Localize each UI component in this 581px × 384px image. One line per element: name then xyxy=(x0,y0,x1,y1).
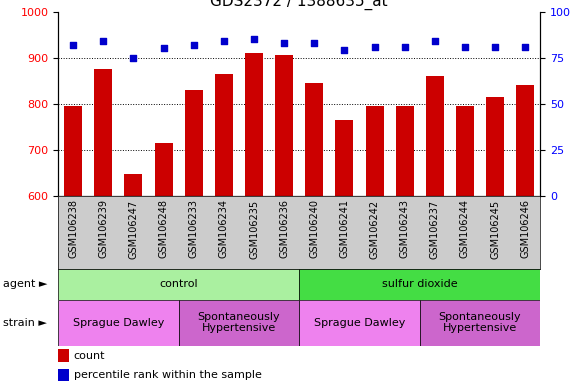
Text: GSM106238: GSM106238 xyxy=(68,200,78,258)
Text: GSM106240: GSM106240 xyxy=(309,200,320,258)
Bar xyxy=(94,69,112,384)
Bar xyxy=(124,174,142,384)
Point xyxy=(219,38,228,44)
Point xyxy=(340,47,349,53)
Point xyxy=(129,55,138,61)
Point xyxy=(310,40,319,46)
Text: Sprague Dawley: Sprague Dawley xyxy=(73,318,164,328)
Text: count: count xyxy=(74,351,105,361)
Text: GSM106234: GSM106234 xyxy=(219,200,229,258)
Point xyxy=(279,40,289,46)
Text: Spontaneously
Hypertensive: Spontaneously Hypertensive xyxy=(198,312,280,333)
Point xyxy=(460,43,469,50)
Bar xyxy=(299,269,540,300)
Point xyxy=(490,43,500,50)
Text: strain ►: strain ► xyxy=(3,318,47,328)
Text: GSM106248: GSM106248 xyxy=(159,200,168,258)
Bar xyxy=(58,349,69,362)
Point xyxy=(69,41,78,48)
Bar xyxy=(245,53,263,384)
Text: percentile rank within the sample: percentile rank within the sample xyxy=(74,370,261,380)
Text: GSM106237: GSM106237 xyxy=(430,200,440,258)
Bar xyxy=(516,85,535,384)
Text: GSM106233: GSM106233 xyxy=(189,200,199,258)
Text: GSM106239: GSM106239 xyxy=(98,200,108,258)
Point xyxy=(521,43,530,50)
Bar xyxy=(215,74,233,384)
Bar xyxy=(486,97,504,384)
Bar xyxy=(64,106,83,384)
Point xyxy=(189,41,198,48)
Bar xyxy=(58,369,69,381)
Point xyxy=(249,36,259,42)
Text: agent ►: agent ► xyxy=(3,279,47,289)
Point xyxy=(99,38,108,44)
Point xyxy=(370,43,379,50)
Bar xyxy=(299,300,420,346)
Text: GSM106241: GSM106241 xyxy=(339,200,349,258)
Bar xyxy=(58,300,179,346)
Bar xyxy=(58,269,299,300)
Bar xyxy=(185,90,203,384)
Text: GSM106243: GSM106243 xyxy=(400,200,410,258)
Bar xyxy=(305,83,324,384)
Bar xyxy=(396,106,414,384)
Text: sulfur dioxide: sulfur dioxide xyxy=(382,279,458,289)
Text: GSM106242: GSM106242 xyxy=(370,200,379,258)
Bar xyxy=(420,300,540,346)
Bar xyxy=(456,106,474,384)
Text: GSM106246: GSM106246 xyxy=(520,200,530,258)
Text: GSM106247: GSM106247 xyxy=(128,200,138,258)
Bar xyxy=(365,106,383,384)
Text: GSM106244: GSM106244 xyxy=(460,200,470,258)
Text: GSM106245: GSM106245 xyxy=(490,200,500,258)
Text: GSM106236: GSM106236 xyxy=(279,200,289,258)
Point xyxy=(159,45,168,51)
Bar xyxy=(426,76,444,384)
Point xyxy=(430,38,439,44)
Text: control: control xyxy=(159,279,198,289)
Bar xyxy=(155,143,173,384)
Point xyxy=(400,43,410,50)
Bar xyxy=(275,55,293,384)
Bar xyxy=(179,300,299,346)
Text: GSM106235: GSM106235 xyxy=(249,200,259,258)
Title: GDS2372 / 1388635_at: GDS2372 / 1388635_at xyxy=(210,0,388,10)
Text: Sprague Dawley: Sprague Dawley xyxy=(314,318,405,328)
Text: Spontaneously
Hypertensive: Spontaneously Hypertensive xyxy=(439,312,521,333)
Bar xyxy=(335,120,353,384)
